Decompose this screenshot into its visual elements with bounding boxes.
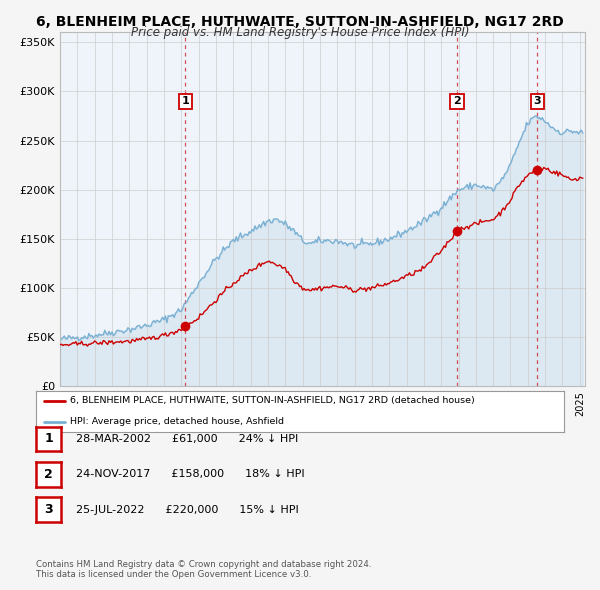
Text: 3: 3 [533, 96, 541, 106]
Text: 3: 3 [44, 503, 53, 516]
Text: 28-MAR-2002      £61,000      24% ↓ HPI: 28-MAR-2002 £61,000 24% ↓ HPI [76, 434, 298, 444]
Text: HPI: Average price, detached house, Ashfield: HPI: Average price, detached house, Ashf… [70, 417, 284, 426]
Text: 25-JUL-2022      £220,000      15% ↓ HPI: 25-JUL-2022 £220,000 15% ↓ HPI [76, 505, 299, 514]
Text: 6, BLENHEIM PLACE, HUTHWAITE, SUTTON-IN-ASHFIELD, NG17 2RD: 6, BLENHEIM PLACE, HUTHWAITE, SUTTON-IN-… [36, 15, 564, 29]
Text: 2: 2 [453, 96, 461, 106]
Text: 1: 1 [182, 96, 190, 106]
Text: 1: 1 [44, 432, 53, 445]
Text: Contains HM Land Registry data © Crown copyright and database right 2024.
This d: Contains HM Land Registry data © Crown c… [36, 560, 371, 579]
Text: 2: 2 [44, 468, 53, 481]
Text: 24-NOV-2017      £158,000      18% ↓ HPI: 24-NOV-2017 £158,000 18% ↓ HPI [76, 470, 305, 479]
Text: 6, BLENHEIM PLACE, HUTHWAITE, SUTTON-IN-ASHFIELD, NG17 2RD (detached house): 6, BLENHEIM PLACE, HUTHWAITE, SUTTON-IN-… [70, 396, 475, 405]
Text: Price paid vs. HM Land Registry's House Price Index (HPI): Price paid vs. HM Land Registry's House … [131, 26, 469, 39]
